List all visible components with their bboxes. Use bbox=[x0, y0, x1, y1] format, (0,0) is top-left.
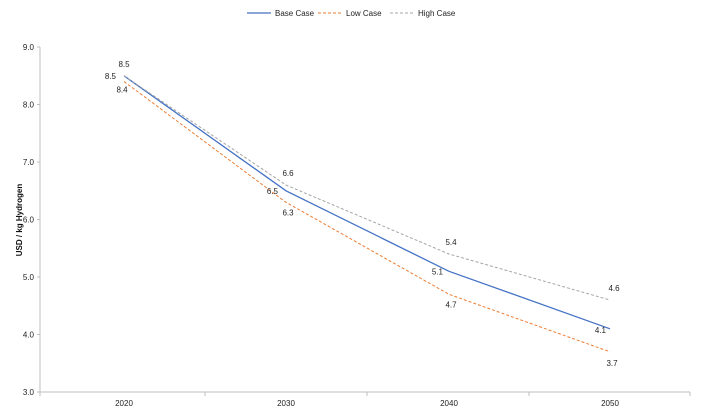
x-tick-label: 2040 bbox=[440, 399, 458, 408]
data-labels: 8.5 6.5 5.1 4.1 8.4 6.3 4.7 3.7 8.5 6.6 5.4 4.6 bbox=[105, 60, 620, 368]
y-axis-label: USD / kg Hydrogen bbox=[15, 184, 24, 257]
series-line-high-case bbox=[123, 75, 611, 301]
data-label-base-case: 4.1 bbox=[595, 326, 607, 335]
data-label-high-case: 8.5 bbox=[118, 60, 130, 69]
data-label-high-case: 5.4 bbox=[445, 238, 457, 247]
y-ticks: 3.0 4.0 5.0 6.0 7.0 8.0 9.0 bbox=[23, 43, 40, 397]
legend-label: High Case bbox=[418, 9, 456, 18]
data-label-high-case: 6.6 bbox=[282, 169, 294, 178]
data-label-low-case: 8.4 bbox=[116, 86, 128, 95]
y-tick-label: 5.0 bbox=[23, 273, 35, 282]
legend-label: Low Case bbox=[346, 9, 382, 18]
axes bbox=[39, 47, 690, 393]
x-ticks: 2020 2030 2040 2050 bbox=[39, 392, 691, 408]
data-label-low-case: 4.7 bbox=[445, 300, 457, 309]
y-tick-label: 4.0 bbox=[23, 331, 35, 340]
data-label-base-case: 5.1 bbox=[432, 267, 444, 276]
legend: Base Case Low Case High Case bbox=[247, 9, 456, 18]
data-label-base-case: 8.5 bbox=[105, 72, 117, 81]
series-line-base-case bbox=[123, 75, 611, 330]
y-tick-label: 8.0 bbox=[23, 101, 35, 110]
data-label-low-case: 3.7 bbox=[606, 359, 618, 368]
y-tick-label: 9.0 bbox=[23, 43, 35, 52]
series-lines bbox=[123, 75, 611, 353]
data-label-low-case: 6.3 bbox=[282, 208, 294, 217]
y-tick-label: 6.0 bbox=[23, 216, 35, 225]
data-label-base-case: 6.5 bbox=[267, 187, 279, 196]
y-tick-label: 7.0 bbox=[23, 158, 35, 167]
y-tick-label: 3.0 bbox=[23, 388, 35, 397]
legend-label: Base Case bbox=[275, 9, 315, 18]
x-tick-label: 2030 bbox=[277, 399, 295, 408]
series-line-low-case bbox=[123, 81, 611, 353]
x-tick-label: 2050 bbox=[601, 399, 619, 408]
x-tick-label: 2020 bbox=[115, 399, 133, 408]
data-label-high-case: 4.6 bbox=[608, 284, 620, 293]
